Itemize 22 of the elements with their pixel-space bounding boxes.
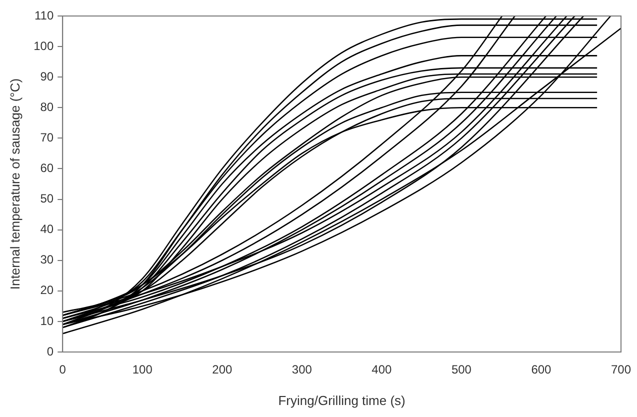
x-tick-label: 300 [292,362,312,377]
x-tick-label: 100 [132,362,153,377]
y-tick-label: 90 [40,69,54,84]
x-tick-label: 700 [610,362,632,377]
y-tick-label: 30 [40,252,54,267]
y-tick-label: 20 [40,283,54,298]
x-tick-label: 0 [59,362,66,377]
y-tick-label: 50 [40,192,54,206]
x-tick-label: 400 [372,362,392,377]
y-tick-label: 80 [40,100,54,114]
x-tick-label: 600 [531,362,552,377]
y-tick-label: 110 [34,8,54,22]
x-tick-label: 500 [451,362,472,377]
x-tick-label: 200 [212,362,232,377]
y-tick-label: 40 [40,222,54,236]
y-tick-label: 70 [40,130,54,144]
y-axis-title: Internal temperature of sausage (°C) [7,78,22,290]
y-tick-label: 10 [40,314,54,328]
y-tick-label: 0 [46,344,54,358]
x-axis-title: Frying/Grilling time (s) [278,392,406,408]
y-tick-label: 60 [40,161,54,176]
y-tick-label: 100 [34,38,54,53]
